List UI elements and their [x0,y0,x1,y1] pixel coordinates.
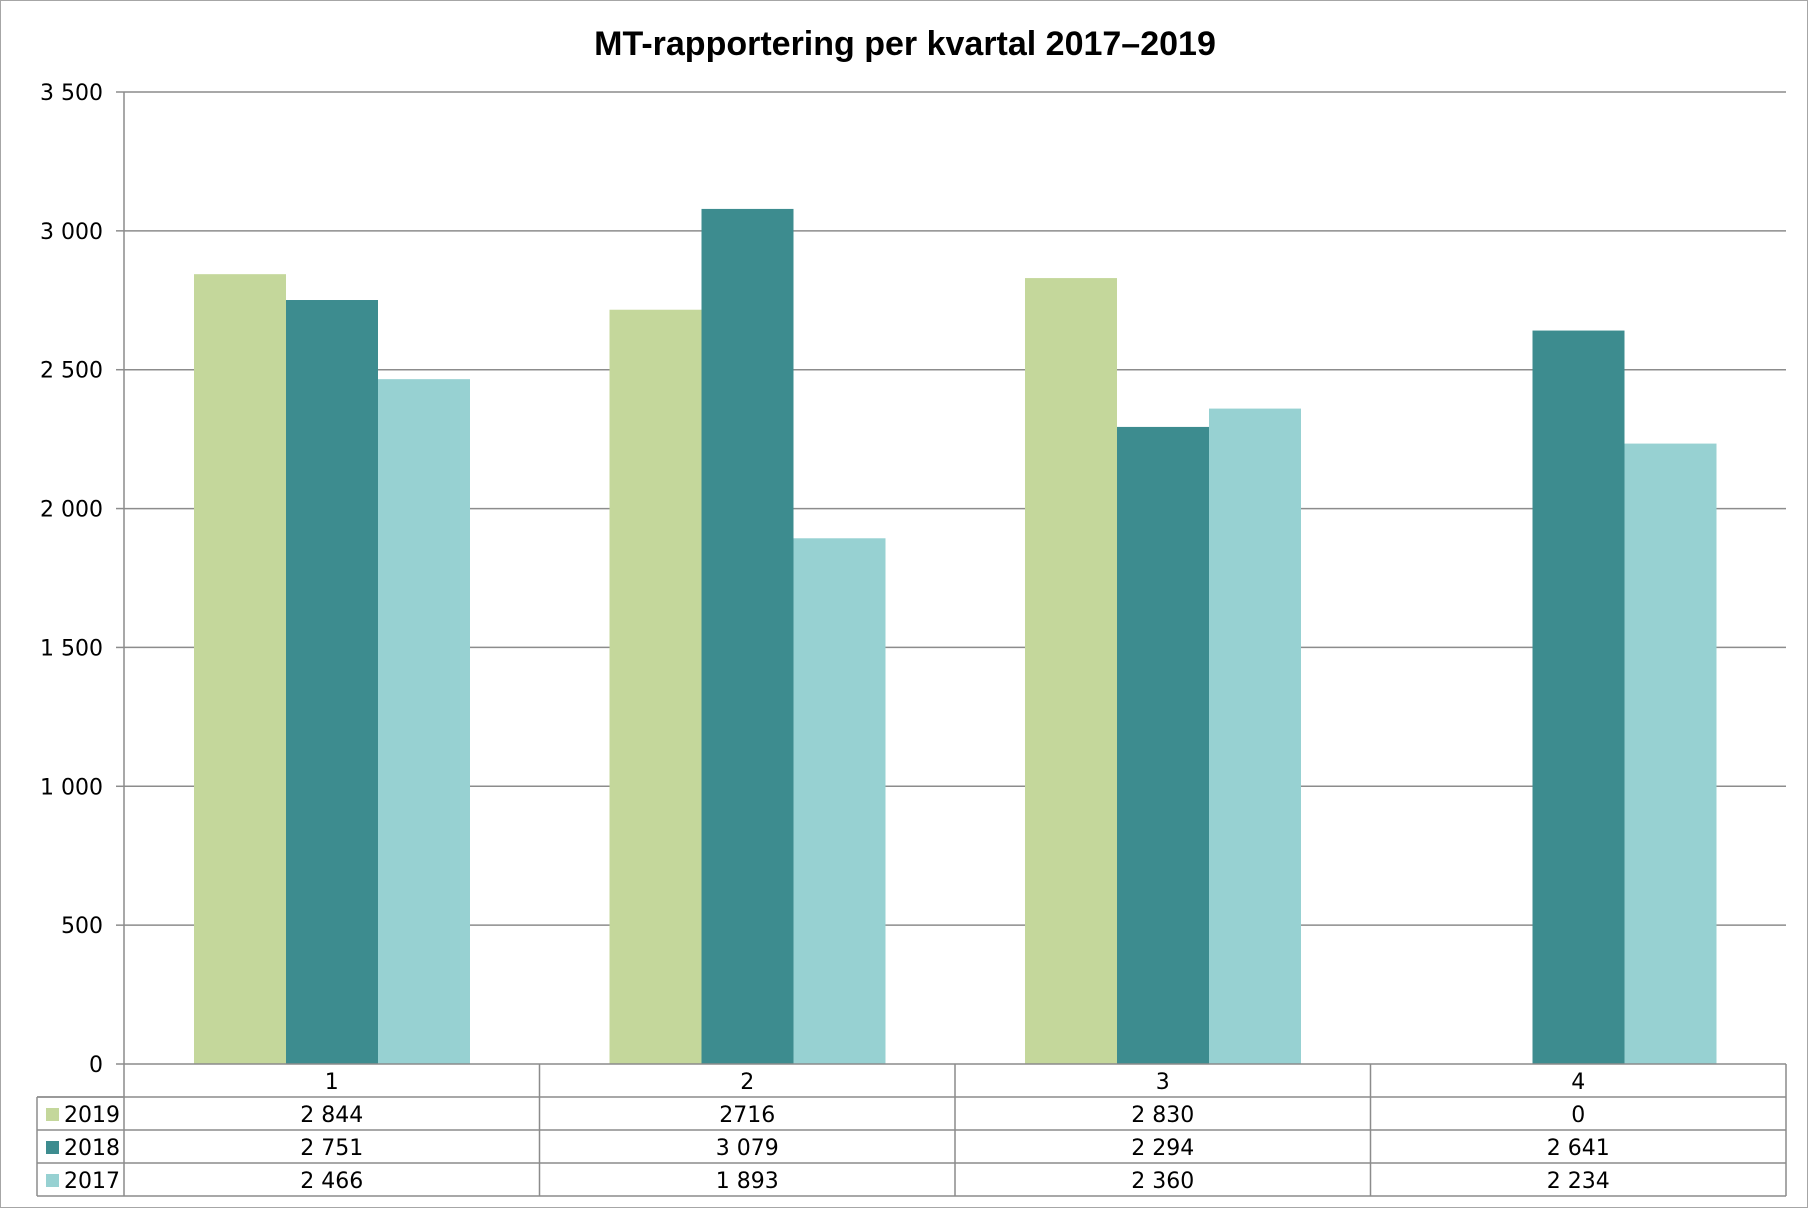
legend-label-2017: 2017 [64,1169,120,1194]
data-label-2017-q2: 1 893 [716,1169,779,1194]
bar-2017-q1 [378,379,470,1064]
y-axis-ticks: 0 500 1 000 1 500 2 000 2 500 3 000 3 500 [40,81,103,1078]
legend-key-2019 [46,1108,59,1121]
data-label-2019-q1: 2 844 [300,1103,363,1128]
data-label-2017-q4: 2 234 [1547,1169,1610,1194]
data-label-2019-q3: 2 830 [1131,1103,1194,1128]
data-label-2018-q2: 3 079 [716,1136,779,1161]
data-label-2019-q2: 2716 [719,1103,775,1128]
bar-2019-q2 [609,309,702,1064]
bar-2017-q3 [1209,408,1301,1064]
y-tick-label: 0 [89,1053,103,1078]
chart-title: MT-rapportering per kvartal 2017–2019 [594,25,1216,63]
y-tick-label: 3 500 [40,81,103,106]
y-tick-label: 2 000 [40,498,103,523]
data-table: 1 2 3 4 2019 2 844 2716 2 830 0 2018 2 751 3 079 2 2… [36,1064,1787,1197]
bar-2017-q2 [793,538,886,1064]
data-label-2018-q4: 2 641 [1547,1136,1610,1161]
bar-2017-q4 [1624,443,1717,1064]
y-tick-label: 3 000 [40,220,103,245]
y-tick-label: 2 500 [40,359,103,384]
bar-2018-q3 [1117,426,1209,1064]
bar-2018-q4 [1532,330,1625,1064]
bar-2019-q1 [194,274,286,1065]
x-category-label: 2 [740,1070,754,1095]
legend-key-2018 [46,1141,59,1154]
x-category-label: 4 [1571,1070,1585,1095]
bar-2018-q1 [286,300,378,1064]
y-tick-label: 500 [61,914,103,939]
data-label-2017-q3: 2 360 [1131,1169,1194,1194]
bars [194,208,1717,1065]
data-label-2018-q1: 2 751 [300,1136,363,1161]
y-tick-label: 1 500 [40,636,103,661]
legend-key-2017 [46,1174,59,1187]
data-label-2019-q4: 0 [1571,1103,1585,1128]
data-label-2018-q3: 2 294 [1131,1136,1194,1161]
bar-2019-q3 [1025,278,1117,1064]
data-label-2017-q1: 2 466 [300,1169,363,1194]
legend-label-2018: 2018 [64,1136,120,1161]
bar-2018-q2 [701,208,794,1064]
x-category-label: 3 [1156,1070,1170,1095]
x-category-label: 1 [325,1070,339,1095]
legend-label-2019: 2019 [64,1103,120,1128]
y-tick-label: 1 000 [40,775,103,800]
